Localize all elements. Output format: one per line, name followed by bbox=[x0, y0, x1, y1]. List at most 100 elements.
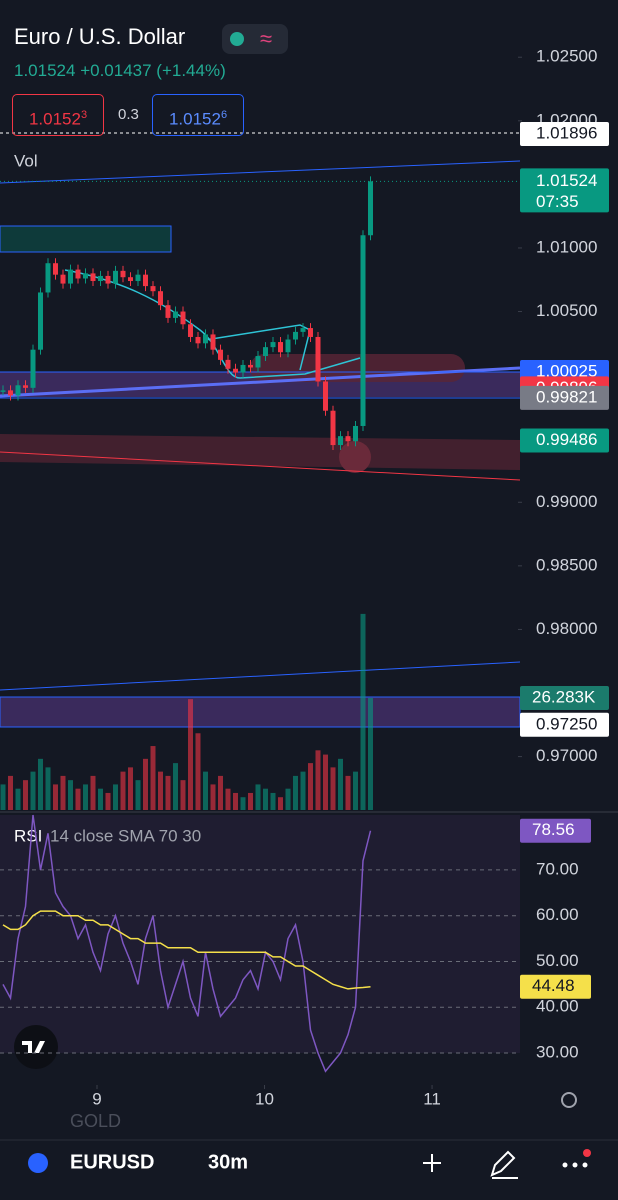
volume-bar bbox=[128, 767, 133, 810]
volume-bar bbox=[135, 780, 141, 810]
price-label: 0.99821 bbox=[536, 387, 597, 406]
rsi-tick-label: 60.00 bbox=[536, 905, 579, 924]
ask: 1.0152 bbox=[168, 109, 221, 129]
rsi-tick-label: 30.00 bbox=[536, 1042, 579, 1061]
candle-body bbox=[75, 269, 81, 279]
status-icon: ≈ bbox=[260, 26, 273, 51]
ghost-symbol: GOLD bbox=[70, 1111, 121, 1131]
ask-button[interactable]: 1.01526 bbox=[152, 94, 244, 136]
candle-body bbox=[255, 356, 261, 368]
volume-bar bbox=[263, 788, 268, 810]
volume-bar bbox=[60, 775, 66, 810]
volume-bar bbox=[270, 792, 276, 810]
volume-bar bbox=[188, 699, 193, 810]
volume-bar bbox=[338, 758, 343, 810]
status-pill[interactable]: ≈ bbox=[222, 24, 288, 54]
candle-body bbox=[345, 436, 351, 442]
price-label: 1.01896 bbox=[536, 124, 597, 143]
more-icon[interactable] bbox=[562, 1162, 568, 1168]
volume-bar bbox=[113, 784, 118, 810]
volume-bar bbox=[38, 758, 43, 810]
last-price-box bbox=[520, 168, 609, 213]
candle-body bbox=[278, 342, 283, 353]
volume-bar bbox=[225, 788, 231, 810]
volume-label-box bbox=[520, 685, 609, 710]
last-price: 1.01524 bbox=[536, 171, 597, 190]
candle-body bbox=[15, 385, 21, 396]
candle-body bbox=[135, 274, 141, 282]
candle-body bbox=[173, 311, 178, 318]
logo bbox=[14, 1025, 58, 1069]
volume-bar bbox=[233, 792, 238, 810]
price-label: 1.00025 bbox=[536, 361, 597, 380]
candle-body bbox=[188, 324, 193, 337]
volume-bar bbox=[68, 780, 73, 810]
price-label-box bbox=[520, 385, 609, 410]
zone bbox=[339, 441, 371, 473]
volume-bar bbox=[83, 784, 88, 810]
volume-bar bbox=[15, 788, 21, 810]
candle-body bbox=[128, 277, 133, 282]
candle-body bbox=[53, 263, 58, 275]
volume-bar bbox=[105, 792, 111, 810]
candle-body bbox=[248, 364, 253, 368]
candle-body bbox=[218, 349, 223, 360]
settings-icon[interactable] bbox=[561, 1092, 577, 1108]
bid-button[interactable]: 1.01523 bbox=[12, 94, 104, 136]
price-tick-label: 0.98500 bbox=[536, 555, 597, 574]
candle-body bbox=[338, 436, 343, 446]
more-icon[interactable] bbox=[572, 1162, 578, 1168]
candle-body bbox=[315, 336, 321, 382]
candle-body bbox=[285, 339, 291, 353]
candle-body bbox=[143, 274, 148, 287]
trendline bbox=[0, 366, 521, 398]
interval[interactable]: 30m bbox=[208, 1151, 248, 1173]
volume-bar bbox=[255, 784, 261, 810]
candle-body bbox=[150, 286, 156, 292]
badge bbox=[583, 1149, 591, 1157]
volume-bar bbox=[345, 775, 351, 810]
price-tick-label: 1.00500 bbox=[536, 301, 597, 320]
rsi-line bbox=[2, 814, 372, 1073]
volume-bar bbox=[23, 780, 28, 810]
volume-bar bbox=[300, 771, 306, 810]
candle-body bbox=[165, 305, 171, 318]
volume-bar bbox=[210, 784, 216, 810]
logo-mark bbox=[22, 1041, 45, 1053]
volume-bar bbox=[143, 758, 148, 810]
rsi-value-label-box bbox=[520, 818, 591, 843]
add-icon[interactable] bbox=[423, 1154, 441, 1172]
countdown: 07:35 bbox=[536, 192, 579, 211]
candle-body bbox=[210, 334, 216, 350]
symbol-title: Euro / U.S. Dollar bbox=[14, 24, 186, 49]
rsi-value-label: 78.56 bbox=[532, 820, 575, 839]
volume-bar bbox=[150, 746, 156, 810]
more-icon[interactable] bbox=[582, 1162, 588, 1168]
volume-bar bbox=[8, 775, 13, 810]
candle-body bbox=[225, 359, 231, 369]
candle-body bbox=[105, 275, 111, 284]
volume-bar bbox=[173, 763, 178, 810]
rsi-sma-line bbox=[2, 910, 371, 990]
candle-body bbox=[30, 349, 36, 388]
rsi-params: 14 close SMA 70 30 bbox=[50, 826, 201, 845]
volume-bar bbox=[315, 750, 321, 810]
draw-icon[interactable] bbox=[490, 1150, 518, 1179]
rsi-tick-label: 70.00 bbox=[536, 859, 579, 878]
volume-bar bbox=[98, 788, 103, 810]
spread: 0.3 bbox=[118, 106, 139, 123]
volume-bar bbox=[278, 797, 283, 810]
candle-body bbox=[353, 425, 358, 442]
flag-icon bbox=[28, 1153, 48, 1173]
zone bbox=[0, 696, 521, 728]
volume-bar bbox=[158, 771, 163, 810]
price: 1.01524 bbox=[14, 61, 76, 80]
symbol[interactable]: EURUSD bbox=[70, 1151, 154, 1173]
volume-bar bbox=[90, 775, 96, 810]
volume-bar bbox=[180, 780, 186, 810]
candle-body bbox=[0, 390, 6, 392]
volume-bar bbox=[293, 775, 298, 810]
volume-bar bbox=[330, 767, 336, 810]
volume-bar bbox=[218, 775, 223, 810]
